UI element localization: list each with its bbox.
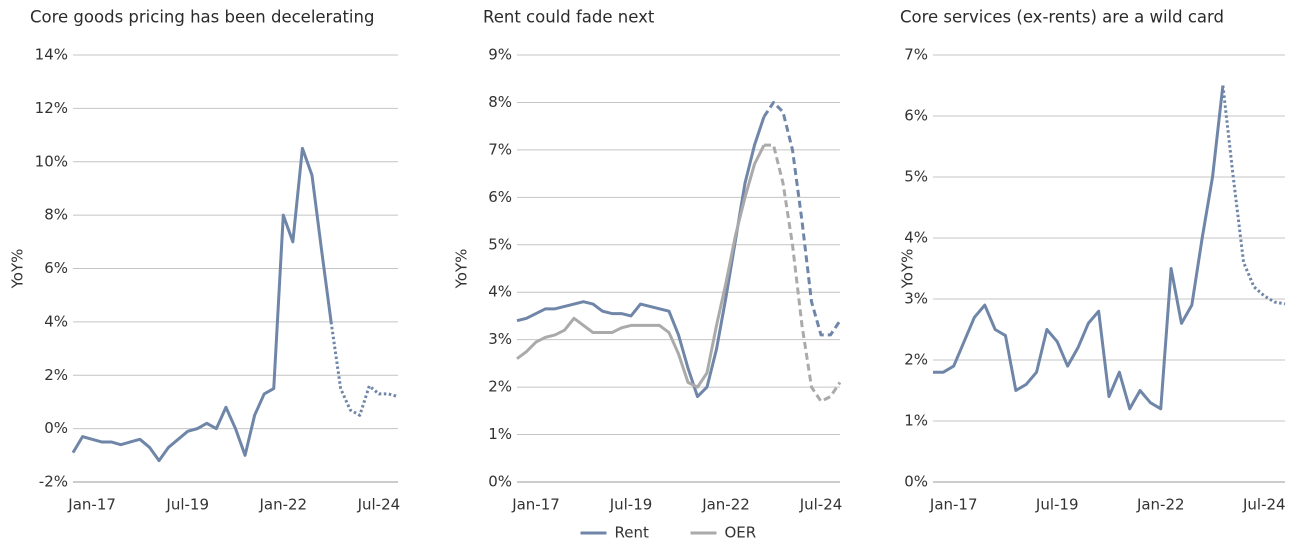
x-tick-label: Jan-17 [511,496,560,514]
y-tick-label: 2% [488,378,512,396]
legend-label: OER [725,524,757,542]
y-tick-label: 9% [488,46,512,64]
y-axis-label: YoY% [453,249,471,290]
y-tick-label: 10% [35,152,68,170]
y-tick-label: 0% [488,473,512,491]
y-axis-label: YoY% [899,249,917,290]
chart-title: Core services (ex-rents) are a wild card [900,8,1224,27]
x-tick-label: Jan-17 [929,496,978,514]
x-tick-label: Jul-19 [609,496,653,514]
x-tick-label: Jul-24 [799,496,843,514]
y-tick-label: -2% [39,473,68,491]
chart-title: Rent could fade next [483,8,655,27]
y-tick-label: 4% [44,312,68,330]
x-tick-label: Jul-24 [1242,496,1286,514]
y-tick-label: 4% [904,229,928,247]
y-tick-label: 8% [44,206,68,224]
y-tick-label: 5% [904,168,928,186]
x-tick-label: Jan-22 [1136,496,1185,514]
y-tick-label: 2% [904,351,928,369]
legend-label: Rent [615,524,649,542]
data-line [762,100,842,337]
y-tick-label: 6% [44,259,68,277]
y-tick-label: 4% [488,283,512,301]
x-tick-label: Jan-22 [258,496,307,514]
x-tick-label: Jan-22 [701,496,750,514]
y-tick-label: 7% [904,46,928,64]
legend-item: Rent [580,524,649,542]
y-tick-label: 6% [488,188,512,206]
y-tick-label: 12% [35,99,68,117]
y-tick-label: 3% [488,330,512,348]
data-line [764,143,842,403]
y-tick-label: 1% [488,425,512,443]
x-tick-label: Jul-19 [1035,496,1079,514]
y-tick-label: 14% [35,46,68,64]
y-tick-label: 6% [904,107,928,125]
data-line [71,146,333,463]
y-tick-label: 7% [488,140,512,158]
y-tick-label: 0% [904,473,928,491]
x-tick-label: Jan-17 [67,496,116,514]
x-tick-label: Jul-19 [165,496,209,514]
x-tick-label: Jul-24 [357,496,401,514]
y-axis-label: YoY% [9,249,27,290]
y-tick-label: 1% [904,412,928,430]
chart-title: Core goods pricing has been decelerating [30,8,374,27]
data-line [516,144,766,389]
data-line [1221,85,1286,306]
y-tick-label: 5% [488,235,512,253]
data-line [329,321,399,417]
y-tick-label: 2% [44,366,68,384]
y-tick-label: 0% [44,419,68,437]
y-tick-label: 3% [904,290,928,308]
data-line [933,85,1225,411]
legend-item: OER [690,524,757,542]
data-line [516,116,766,399]
y-tick-label: 8% [488,93,512,111]
